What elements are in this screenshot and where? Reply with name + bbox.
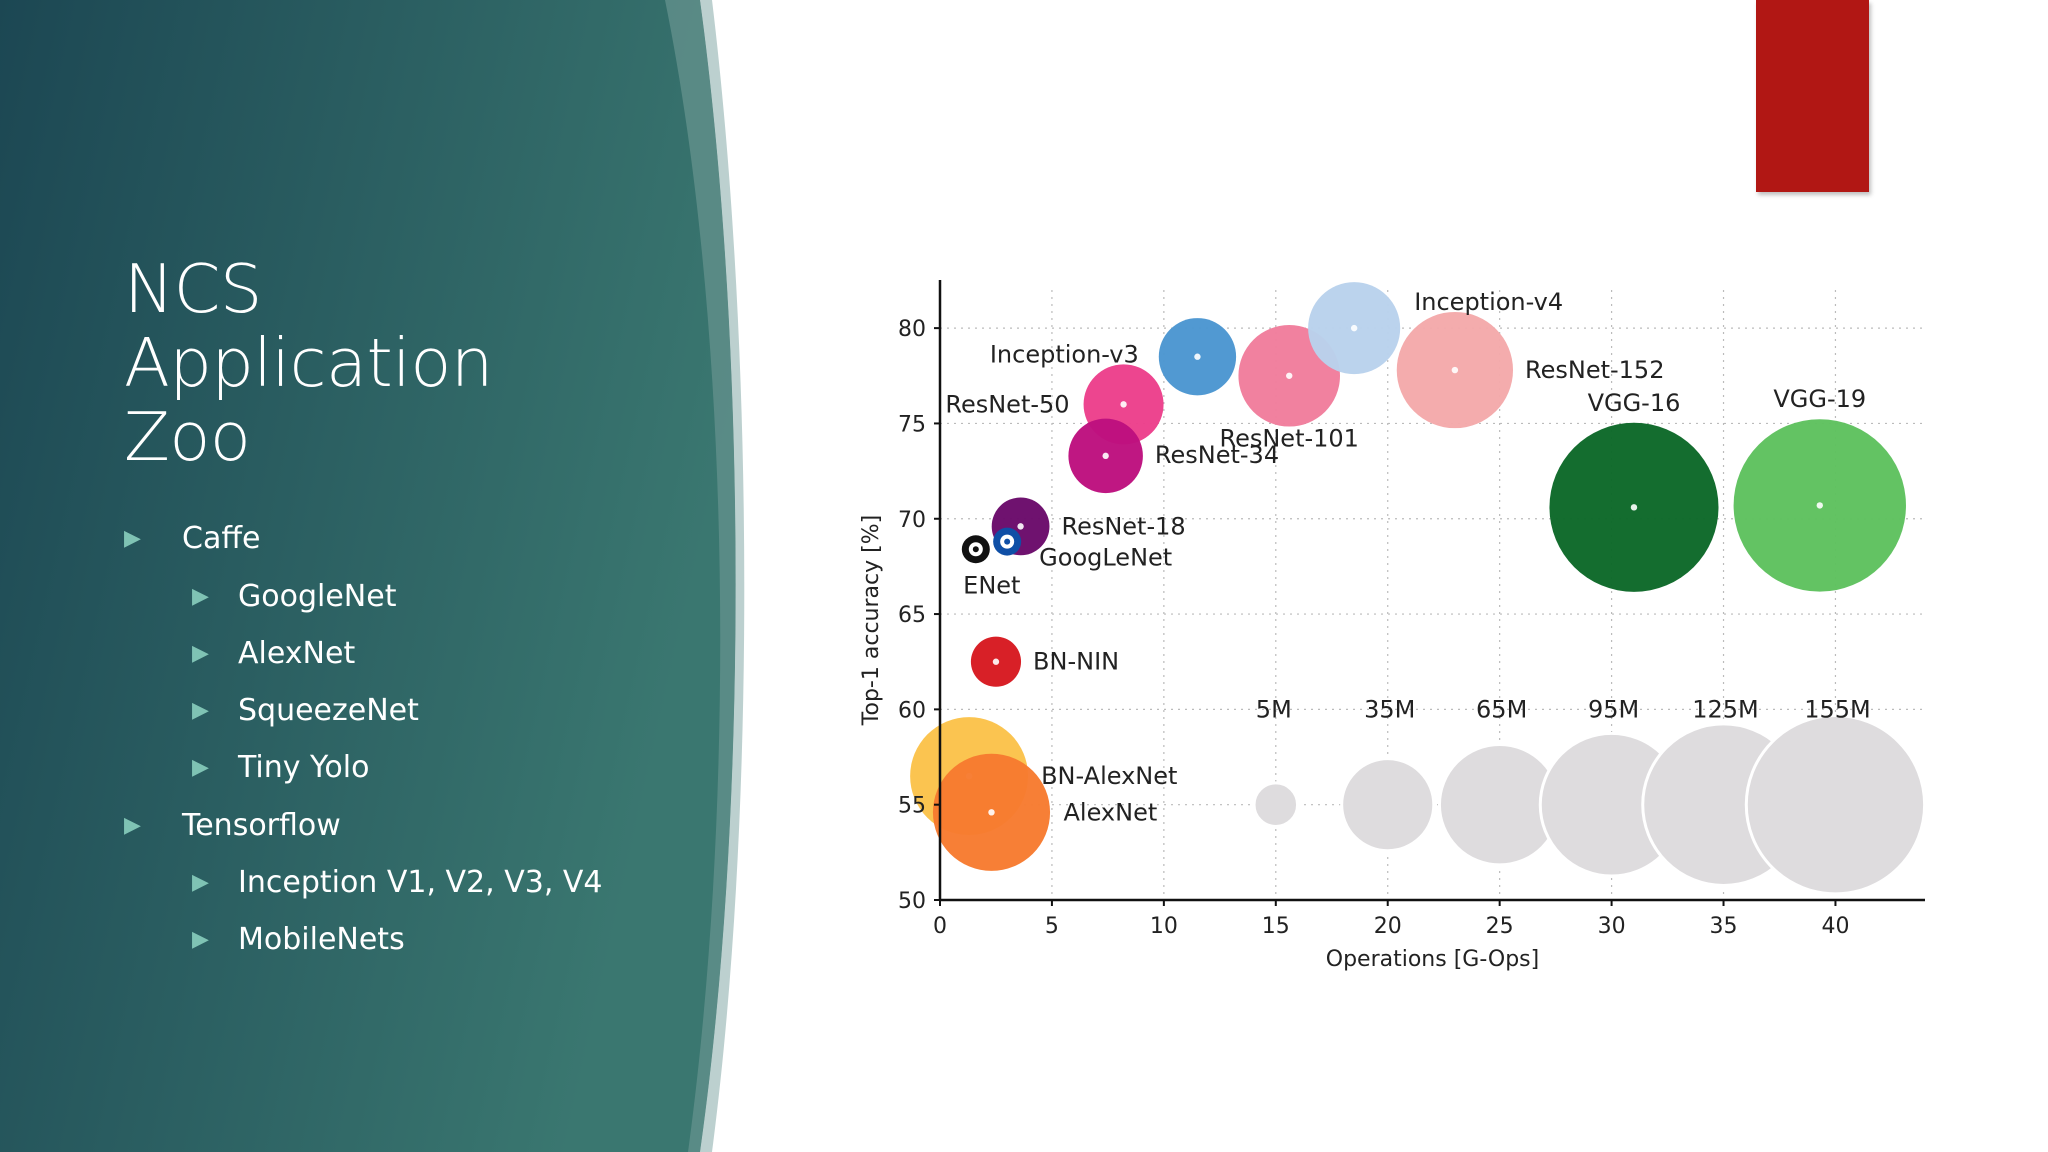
chart-axes: 50 55 60 65 70 75 80 0 5 10 15 20 25 30 35 40 Operations… — [859, 280, 1925, 972]
data-bubble-center — [1350, 324, 1358, 332]
x-axis-label: Operations [G-Ops] — [1326, 947, 1539, 972]
y-tick-label: 55 — [898, 794, 926, 819]
data-label: AlexNet — [1063, 798, 1157, 826]
data-label: ResNet-50 — [945, 390, 1069, 418]
x-tick-label: 15 — [1262, 914, 1290, 939]
triangle-right-icon: ▶ — [192, 640, 209, 666]
data-label: ResNet-18 — [1061, 512, 1185, 540]
size-legend-bubble — [1252, 781, 1300, 828]
bullet-item: ▶ SqueezeNet — [192, 690, 419, 730]
bullet-text: SqueezeNet — [238, 692, 419, 728]
data-label: Inception-v3 — [990, 341, 1139, 369]
bullet-text: Tensorflow — [182, 807, 341, 843]
bullet-item: ▶ MobileNets — [192, 919, 405, 959]
data-bubble-center — [1286, 372, 1293, 379]
x-tick-label: 5 — [1045, 914, 1059, 939]
data-bubble-center — [992, 658, 1000, 665]
bullet-item: ▶ AlexNet — [192, 633, 355, 673]
y-tick-label: 60 — [898, 698, 926, 723]
triangle-right-icon: ▶ — [192, 869, 209, 895]
size-legend: 5M 35M 65M 95M 125M 155M — [1252, 695, 1927, 896]
accent-bar — [1756, 0, 1869, 192]
title-line-2: Application — [124, 324, 493, 402]
bullet-text: MobileNets — [238, 921, 405, 957]
data-bubble-center — [1120, 401, 1127, 408]
bullet-item: ▶ Tensorflow — [124, 805, 341, 845]
title-line-3: Zoo — [124, 398, 251, 476]
slide-title: NCS Application Zoo — [124, 252, 724, 474]
bullet-text: Tiny Yolo — [238, 749, 370, 785]
bullet-item: ▶ Inception V1, V2, V3, V4 — [192, 862, 603, 902]
bullet-item: ▶ Tiny Yolo — [192, 747, 369, 787]
bullet-item: ▶ Caffe — [124, 518, 260, 558]
triangle-right-icon: ▶ — [192, 697, 209, 723]
panel-background — [0, 0, 745, 1152]
x-tick-label: 20 — [1374, 914, 1402, 939]
size-legend-label: 5M — [1256, 695, 1292, 723]
data-bubble-center — [1004, 538, 1011, 545]
data-label: ENet — [963, 571, 1020, 599]
data-bubble-center — [988, 809, 995, 816]
data-label: ResNet-101 — [1219, 425, 1358, 453]
size-legend-label: 35M — [1364, 695, 1415, 723]
y-tick-label: 50 — [898, 889, 926, 914]
title-panel: NCS Application Zoo ▶ Caffe ▶ GoogleNet ▶ A… — [0, 0, 760, 1152]
size-legend-bubble — [1744, 714, 1927, 896]
x-tick-label: 25 — [1486, 914, 1514, 939]
data-bubble-center — [1451, 366, 1459, 374]
y-tick-label: 80 — [898, 317, 926, 342]
data-label: GoogLeNet — [1039, 544, 1172, 572]
y-tick-label: 65 — [898, 603, 926, 628]
size-legend-label: 65M — [1476, 695, 1527, 723]
bullet-text: GoogleNet — [238, 578, 397, 614]
data-label: ResNet-152 — [1525, 356, 1664, 384]
triangle-right-icon: ▶ — [124, 812, 141, 838]
y-axis-label: Top-1 accuracy [%] — [859, 515, 884, 726]
size-legend-bubble — [1340, 757, 1436, 853]
chart-labels: Inception-v4 Inception-v3 ResNet-152 ResNet… — [945, 288, 1866, 826]
bullet-item: ▶ GoogleNet — [192, 576, 396, 616]
title-line-1: NCS — [124, 250, 262, 328]
data-bubble-center — [972, 546, 979, 553]
x-tick-label: 35 — [1710, 914, 1738, 939]
data-label: VGG-19 — [1773, 385, 1866, 413]
size-legend-label: 95M — [1588, 695, 1639, 723]
x-tick-label: 30 — [1598, 914, 1626, 939]
triangle-right-icon: ▶ — [124, 525, 141, 551]
size-legend-label: 125M — [1692, 695, 1759, 723]
size-legend-label: 155M — [1804, 695, 1871, 723]
data-bubble-center — [1816, 502, 1823, 509]
triangle-right-icon: ▶ — [192, 754, 209, 780]
data-label: Inception-v4 — [1414, 288, 1563, 316]
data-label: BN-AlexNet — [1041, 762, 1177, 790]
x-tick-label: 0 — [933, 914, 947, 939]
bullet-text: Caffe — [182, 520, 261, 556]
bubble-chart: 5M 35M 65M 95M 125M 155M 50 55 60 65 70 75 80 0 5 10 15… — [859, 280, 1927, 972]
data-label: ResNet-34 — [1155, 441, 1279, 469]
bullet-text: AlexNet — [238, 635, 356, 671]
data-label: VGG-16 — [1588, 389, 1681, 417]
x-tick-label: 40 — [1821, 914, 1849, 939]
data-label: BN-NIN — [1033, 648, 1119, 676]
triangle-right-icon: ▶ — [192, 583, 209, 609]
data-bubble-center — [1630, 504, 1638, 511]
chart-bubbles — [910, 282, 1906, 871]
data-bubble-center — [1017, 523, 1024, 530]
data-bubble-center — [1194, 353, 1201, 360]
y-tick-label: 75 — [898, 412, 926, 437]
bullet-text: Inception V1, V2, V3, V4 — [238, 864, 603, 900]
triangle-right-icon: ▶ — [192, 926, 209, 952]
x-tick-label: 10 — [1150, 914, 1178, 939]
y-tick-label: 70 — [898, 508, 926, 533]
data-bubble-center — [1102, 452, 1109, 460]
